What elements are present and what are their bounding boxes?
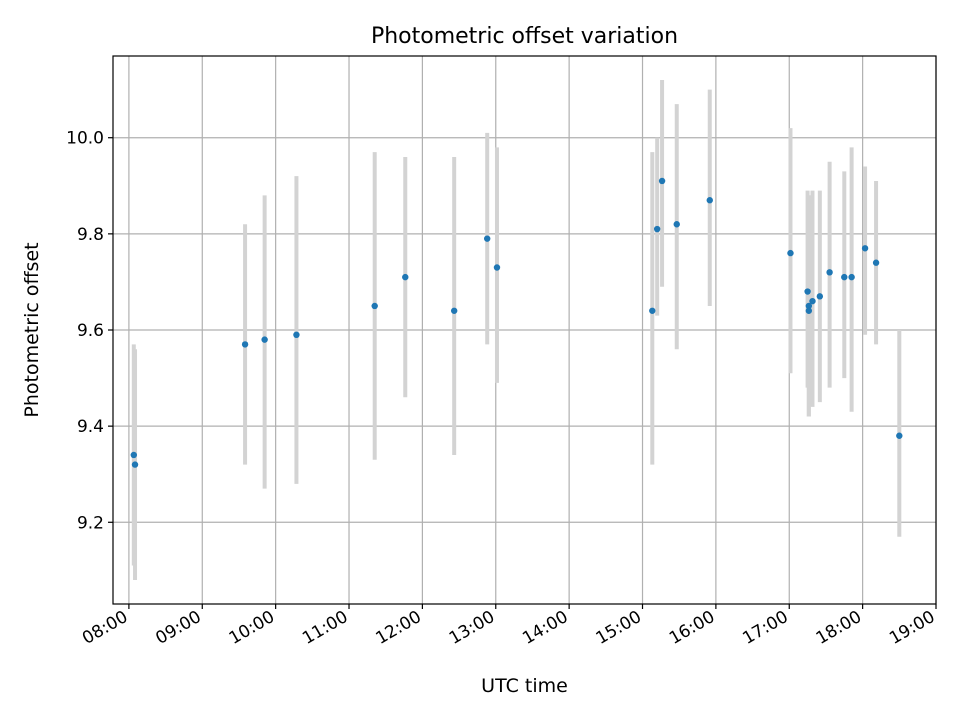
data-point (484, 235, 491, 242)
data-point (261, 336, 268, 343)
x-tick-label: 08:00 (79, 607, 131, 649)
data-point (450, 307, 458, 314)
x-tick-label: 18:00 (813, 607, 865, 649)
data-point (130, 451, 137, 459)
x-tick-label: 16:00 (666, 607, 718, 649)
y-tick-label: 9.2 (77, 513, 104, 533)
y-tick-label: 10.0 (66, 129, 104, 149)
data-point (816, 293, 824, 300)
x-tick-label: 15:00 (593, 607, 645, 649)
data-point (653, 225, 661, 233)
data-point (809, 297, 816, 305)
data-point (787, 249, 794, 257)
data-point (841, 273, 848, 281)
data-point (241, 341, 249, 348)
x-tick-label: 10:00 (226, 607, 278, 649)
data-point (493, 264, 501, 271)
data-point (804, 288, 811, 295)
x-tick-label: 12:00 (372, 607, 424, 649)
y-tick-label: 9.4 (77, 417, 104, 437)
data-point (826, 269, 833, 276)
data-point (805, 302, 813, 310)
x-tick-label: 11:00 (299, 607, 351, 649)
y-axis-label: Photometric offset (21, 242, 43, 417)
y-tick-label: 9.6 (77, 321, 104, 341)
data-point (649, 307, 656, 314)
x-tick-label: 13:00 (446, 607, 498, 649)
data-point (706, 197, 713, 204)
data-point (805, 307, 813, 314)
data-point (658, 177, 666, 185)
data-point (848, 273, 855, 281)
data-point (896, 432, 903, 439)
data-point (371, 302, 378, 310)
data-point (872, 259, 880, 266)
y-tick-label: 9.8 (77, 225, 104, 245)
point-layer (130, 177, 903, 468)
x-tick-label: 14:00 (519, 607, 571, 649)
data-point (293, 331, 300, 339)
data-point (673, 221, 680, 228)
x-tick-label: 09:00 (152, 607, 204, 649)
x-axis-label: UTC time (481, 675, 568, 697)
data-point (861, 245, 869, 252)
x-tick-label: 17:00 (739, 607, 791, 649)
data-point (402, 273, 409, 281)
chart-title: Photometric offset variation (371, 24, 678, 49)
x-tick-label: 19:00 (886, 607, 938, 649)
data-point (131, 461, 139, 468)
